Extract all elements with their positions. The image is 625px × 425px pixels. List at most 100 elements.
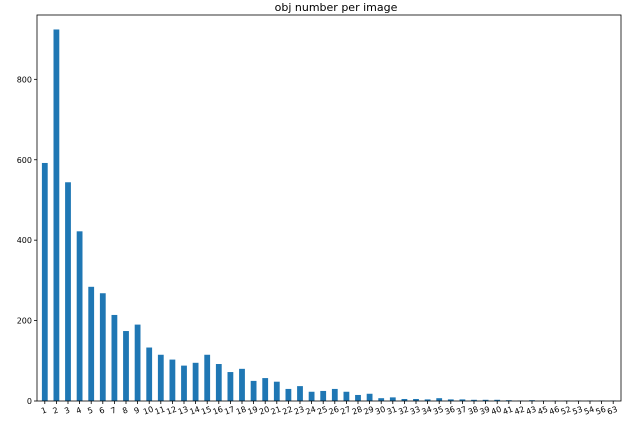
bar-40 — [494, 399, 501, 401]
x-tick-label-56: 56 — [594, 405, 607, 417]
x-tick-label-22: 22 — [281, 405, 294, 417]
bar-3 — [65, 182, 71, 401]
x-tick-label-18: 18 — [235, 405, 248, 417]
x-tick-label-4: 4 — [75, 406, 83, 416]
x-tick-label-3: 3 — [63, 406, 71, 416]
x-tick-label-9: 9 — [133, 406, 141, 416]
bar-19 — [250, 380, 257, 401]
bar-33 — [413, 398, 419, 401]
bar-29 — [366, 393, 373, 401]
bar-21 — [273, 381, 280, 401]
x-tick-label-21: 21 — [270, 405, 283, 417]
x-tick-label-23: 23 — [293, 405, 306, 417]
x-tick-label-52: 52 — [560, 405, 573, 417]
bar-34 — [424, 399, 431, 401]
bar-25 — [320, 390, 327, 401]
y-tick-label-400: 400 — [17, 236, 32, 245]
bar-11 — [157, 354, 164, 401]
x-tick-label-34: 34 — [420, 405, 433, 417]
x-tick-label-20: 20 — [258, 405, 271, 417]
bar-41 — [505, 400, 512, 401]
x-tick-label-31: 31 — [386, 405, 399, 417]
x-tick-label-2: 2 — [52, 406, 60, 416]
x-tick-label-36: 36 — [444, 405, 457, 417]
x-tick-label-1: 1 — [40, 406, 48, 416]
x-tick-label-24: 24 — [304, 405, 317, 417]
bar-20 — [262, 378, 269, 401]
y-tick-label-600: 600 — [17, 156, 32, 165]
x-tick-label-63: 63 — [606, 405, 619, 417]
x-tick-label-14: 14 — [188, 405, 201, 417]
x-tick-label-29: 29 — [362, 405, 375, 417]
bars-group — [41, 29, 617, 401]
bar-28 — [355, 394, 361, 401]
x-tick-label-15: 15 — [200, 405, 213, 417]
x-tick-label-11: 11 — [154, 405, 167, 417]
bar-9 — [134, 324, 141, 401]
bar-6 — [99, 293, 106, 401]
x-tick-label-45: 45 — [536, 405, 549, 417]
x-tick-label-53: 53 — [571, 405, 584, 417]
bar-36 — [447, 399, 454, 401]
y-tick-label-200: 200 — [17, 317, 32, 326]
x-tick-label-17: 17 — [223, 405, 236, 417]
x-tick-label-12: 12 — [165, 405, 178, 417]
bar-26 — [331, 388, 338, 401]
bar-1 — [41, 162, 48, 401]
x-tick-label-10: 10 — [142, 405, 155, 417]
bar-22 — [285, 388, 292, 401]
bar-38 — [471, 399, 477, 401]
x-axis: 1 2 3 4 5 6 7 8 9 1011121314151617181920212223242… — [40, 401, 619, 417]
bar-7 — [111, 314, 118, 401]
bar-32 — [401, 398, 408, 401]
x-tick-label-30: 30 — [374, 405, 387, 417]
x-tick-label-7: 7 — [110, 406, 118, 416]
bar-16 — [215, 364, 222, 401]
bar-27 — [343, 391, 350, 401]
x-tick-label-46: 46 — [548, 405, 561, 417]
x-tick-label-5: 5 — [86, 406, 94, 416]
x-tick-label-54: 54 — [583, 405, 596, 417]
bar-4 — [76, 231, 83, 401]
x-tick-label-35: 35 — [432, 405, 445, 417]
x-tick-label-8: 8 — [121, 406, 129, 416]
x-tick-label-38: 38 — [467, 405, 480, 417]
x-tick-label-6: 6 — [98, 406, 106, 416]
bar-2 — [53, 29, 60, 401]
bar-13 — [181, 365, 187, 401]
y-tick-label-0: 0 — [27, 397, 32, 406]
bar-35 — [436, 398, 443, 401]
bar-43 — [529, 400, 535, 401]
x-tick-label-41: 41 — [502, 405, 515, 417]
bar-12 — [169, 359, 176, 401]
bar-37 — [459, 399, 466, 401]
x-tick-label-27: 27 — [339, 405, 352, 417]
x-tick-label-33: 33 — [409, 405, 422, 417]
bar-24 — [308, 391, 315, 401]
bar-39 — [482, 399, 489, 401]
x-tick-label-26: 26 — [328, 405, 341, 417]
x-tick-label-13: 13 — [177, 405, 190, 417]
bar-17 — [227, 372, 234, 401]
x-tick-label-40: 40 — [490, 405, 503, 417]
bar-14 — [192, 362, 199, 401]
bar-5 — [88, 286, 95, 401]
y-axis: 0 200 400 600 800 — [17, 75, 37, 406]
x-tick-label-28: 28 — [351, 405, 364, 417]
x-tick-label-32: 32 — [397, 405, 410, 417]
bar-10 — [146, 347, 153, 401]
bar-8 — [123, 331, 129, 401]
plot-frame — [36, 14, 622, 402]
bar-15 — [204, 354, 211, 401]
bar-31 — [389, 397, 396, 401]
x-tick-label-39: 39 — [478, 405, 491, 417]
bar-23 — [297, 386, 303, 401]
bar-18 — [239, 368, 245, 401]
y-tick-label-800: 800 — [17, 75, 32, 84]
x-tick-label-43: 43 — [525, 405, 538, 417]
x-tick-label-42: 42 — [513, 405, 526, 417]
bar-30 — [378, 398, 385, 401]
x-tick-label-19: 19 — [246, 405, 259, 417]
x-tick-label-16: 16 — [212, 405, 225, 417]
